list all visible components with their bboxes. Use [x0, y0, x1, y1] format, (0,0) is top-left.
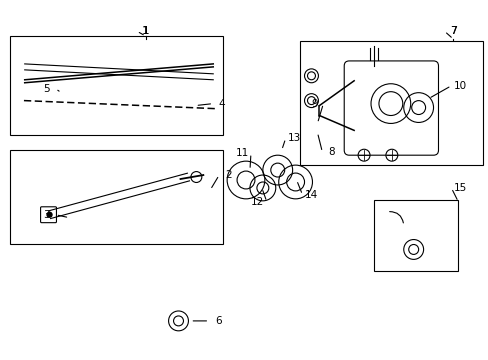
Text: 3: 3: [43, 210, 50, 220]
Text: 13: 13: [287, 133, 301, 143]
Bar: [10, 150, 223, 244]
Text: 1: 1: [142, 26, 149, 36]
Text: 5: 5: [43, 84, 50, 94]
Bar: [373, 200, 457, 271]
Text: 7: 7: [449, 26, 456, 36]
Text: 12: 12: [251, 197, 264, 207]
Text: 9: 9: [310, 99, 317, 109]
Circle shape: [47, 212, 52, 217]
FancyBboxPatch shape: [41, 207, 56, 223]
Text: 15: 15: [453, 183, 466, 193]
Text: 1: 1: [142, 26, 149, 36]
Text: 10: 10: [453, 81, 466, 91]
Text: 8: 8: [327, 147, 334, 157]
FancyBboxPatch shape: [344, 61, 438, 155]
Bar: [299, 41, 482, 165]
Text: 14: 14: [304, 190, 318, 200]
Bar: [10, 36, 223, 135]
Text: 6: 6: [214, 316, 221, 326]
Text: 4: 4: [219, 99, 225, 109]
Text: 2: 2: [224, 170, 231, 180]
Text: 11: 11: [235, 148, 248, 158]
Text: 7: 7: [449, 26, 456, 36]
